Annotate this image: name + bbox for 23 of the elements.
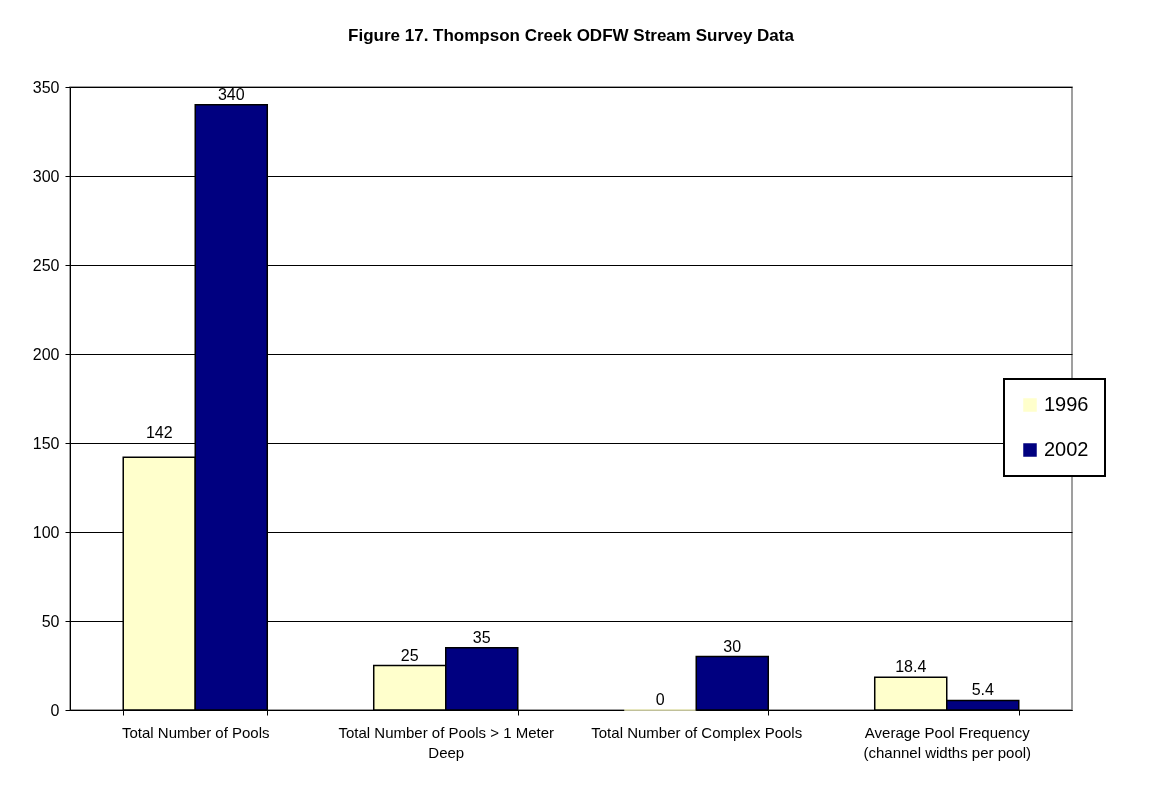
x-tick-label: Total Number of Complex Pools	[591, 723, 803, 741]
y-tick-label: 50	[41, 612, 60, 630]
data-label: 25	[400, 646, 419, 664]
y-tick-label: 150	[32, 434, 60, 452]
y-tick-label: 0	[50, 701, 60, 719]
y-tick-label: 300	[32, 167, 60, 185]
data-label: 35	[472, 628, 491, 646]
chart-title: Figure 17. Thompson Creek ODFW Stream Survey Data	[348, 26, 795, 45]
y-tick-label: 250	[32, 256, 60, 274]
x-tick-label: Total Number of Pools > 1 Meter Deep	[338, 723, 555, 761]
legend-label: 2002	[1044, 438, 1089, 460]
y-tick-label: 200	[32, 345, 60, 363]
data-label: 5.4	[971, 681, 994, 699]
data-label: 142	[145, 424, 173, 441]
data-label: 0	[655, 691, 665, 708]
y-tick-label: 350	[32, 78, 60, 96]
legend-label: 1996	[1044, 393, 1089, 415]
y-tick-label: 100	[32, 523, 60, 541]
x-tick-label: Average Pool Frequency (channel widths per pool)	[863, 723, 1032, 761]
data-label: 340	[217, 85, 245, 103]
data-label: 18.4	[895, 658, 927, 676]
x-tick-label: Total Number of Pools	[121, 723, 270, 741]
data-label: 30	[723, 637, 742, 655]
